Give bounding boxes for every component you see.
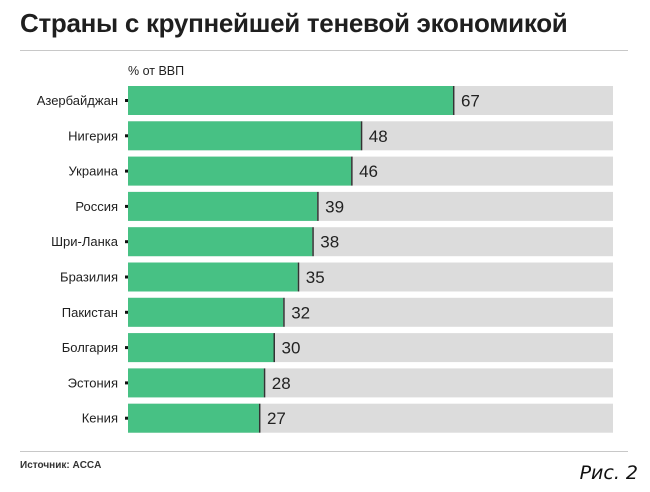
bar xyxy=(128,368,264,398)
category-tick xyxy=(125,169,128,173)
bar xyxy=(128,262,298,292)
bar-end-marker xyxy=(263,368,266,398)
bar-end-marker xyxy=(273,333,275,363)
category-tick xyxy=(125,310,128,314)
bar-end-marker xyxy=(317,191,319,221)
value-label: 46 xyxy=(359,162,378,181)
category-tick xyxy=(125,275,128,279)
category-tick xyxy=(125,134,128,138)
figure-label: Рис. 2 xyxy=(579,462,638,484)
category-label: Болгария xyxy=(62,340,118,355)
value-label: 48 xyxy=(369,127,388,146)
bottom-divider xyxy=(20,451,628,452)
bar xyxy=(128,86,453,115)
category-label: Нигерия xyxy=(68,128,118,143)
top-divider xyxy=(20,50,628,51)
category-tick xyxy=(125,204,128,208)
category-label: Кения xyxy=(82,411,118,426)
bar-end-marker xyxy=(258,403,261,433)
category-label: Эстония xyxy=(68,375,118,390)
unit-label: % от ВВП xyxy=(128,64,185,78)
bar xyxy=(128,297,284,327)
category-label: Украина xyxy=(69,164,119,179)
source-note: Источник: ACCA xyxy=(20,460,102,471)
value-label: 27 xyxy=(267,409,286,428)
value-label: 39 xyxy=(325,197,344,216)
bar-end-marker xyxy=(351,156,353,186)
bar-end-marker xyxy=(312,227,314,257)
bar-end-marker xyxy=(360,121,363,151)
bar-end-marker xyxy=(452,86,455,115)
chart-title: Страны с крупнейшей теневой экономикой xyxy=(20,8,568,38)
bar xyxy=(128,227,313,257)
value-label: 32 xyxy=(291,303,310,322)
bar xyxy=(128,191,318,221)
bar xyxy=(128,333,274,363)
category-label: Шри-Ланка xyxy=(51,234,119,249)
value-label: 28 xyxy=(272,374,291,393)
value-label: 35 xyxy=(306,268,325,287)
category-label: Азербайджан xyxy=(37,93,118,108)
bar-end-marker xyxy=(283,297,285,327)
category-tick xyxy=(125,381,128,385)
category-tick xyxy=(125,99,128,102)
bar xyxy=(128,121,361,151)
category-tick xyxy=(125,346,128,350)
value-label: 38 xyxy=(320,233,339,252)
category-tick xyxy=(125,240,128,244)
bar xyxy=(128,156,352,186)
value-label: 30 xyxy=(282,339,301,358)
value-label: 67 xyxy=(461,92,480,111)
category-label: Бразилия xyxy=(60,270,118,285)
bar xyxy=(128,403,259,433)
category-label: Россия xyxy=(75,199,118,214)
category-label: Пакистан xyxy=(62,305,118,320)
bar-end-marker xyxy=(297,262,300,292)
category-tick xyxy=(125,416,128,420)
